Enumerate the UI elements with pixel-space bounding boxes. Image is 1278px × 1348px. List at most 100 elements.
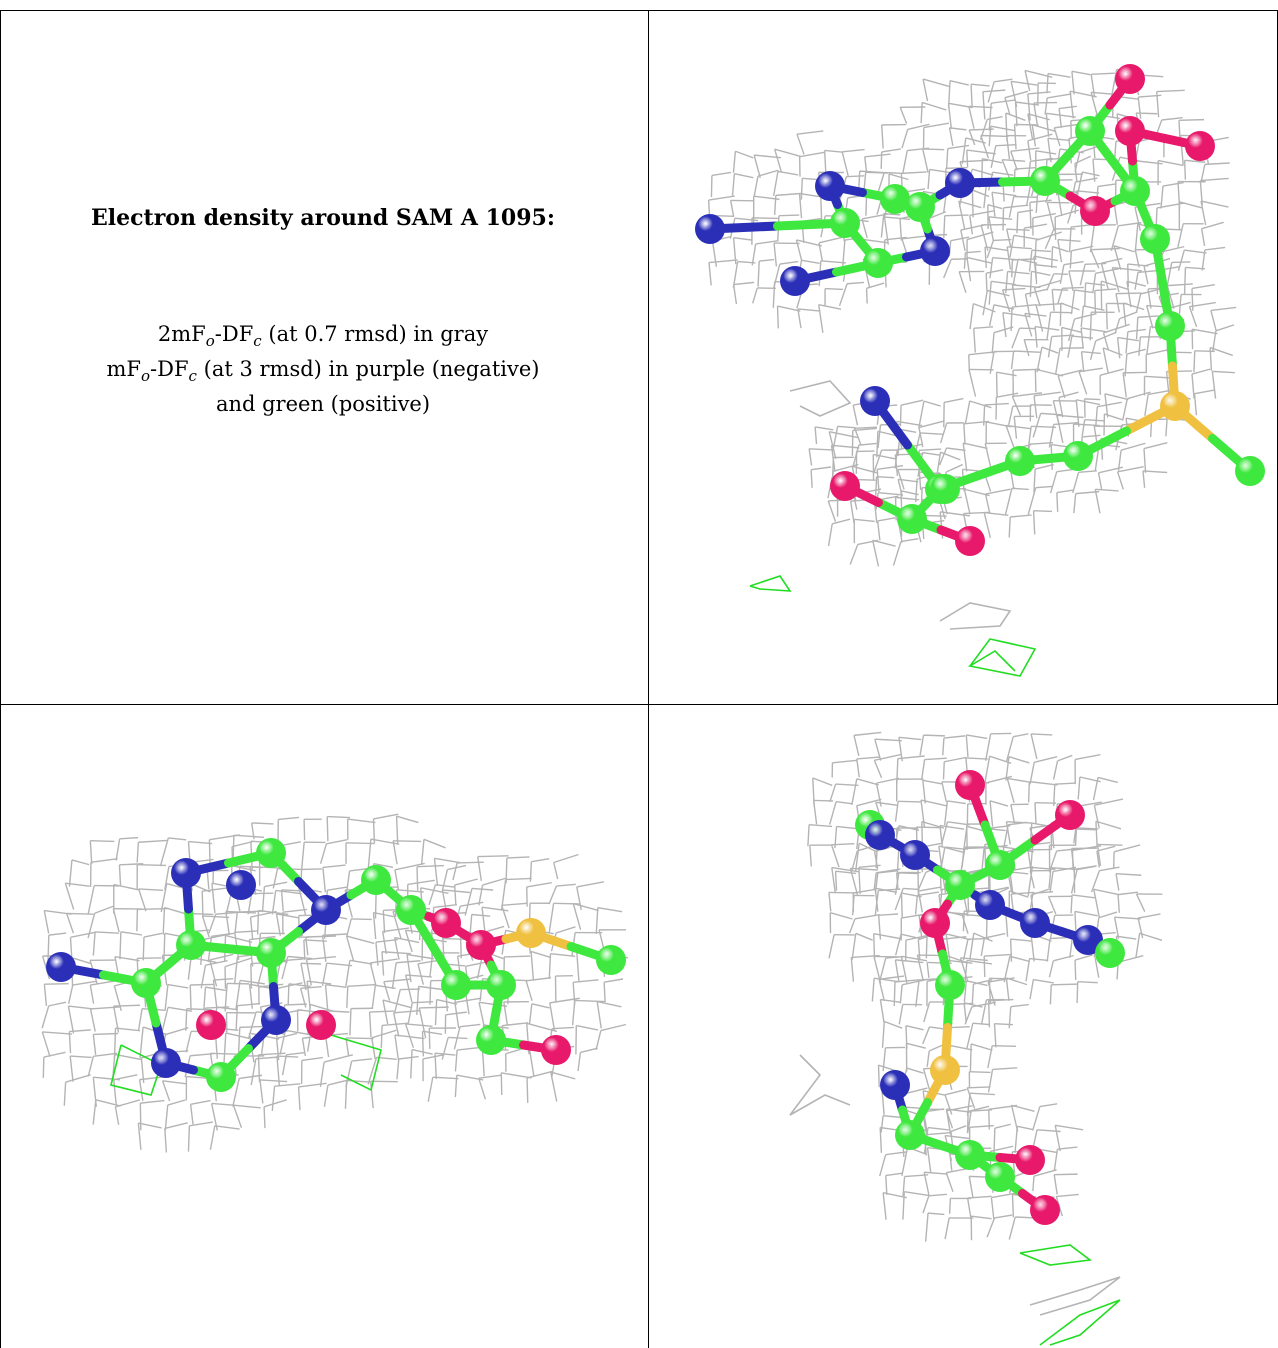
nitrogen-atom [261,1005,291,1035]
oxygen-atom [196,1010,226,1040]
density-view-3 [789,731,1163,1346]
carbon-atom [176,930,206,960]
table-border-top [0,10,1278,11]
carbon-atom [1155,311,1185,341]
oxygen-atom [920,908,950,938]
oxygen-atom [431,908,461,938]
oxygen-atom [955,526,985,556]
density-view-2 [41,813,629,1153]
carbon-atom [830,208,860,238]
carbon-atom [897,504,927,534]
molecule-atoms [46,838,626,1092]
oxygen-atom [1015,1145,1045,1175]
nitrogen-atom [945,168,975,198]
nitrogen-atom [151,1048,181,1078]
carbon-atom [441,970,471,1000]
table-border-left [0,10,1,1348]
nitrogen-atom [311,895,341,925]
table-divider-horizontal [0,704,1278,705]
carbon-atom [955,1140,985,1170]
carbon-atom [985,850,1015,880]
density-view-1 [695,64,1265,677]
oxygen-atom [306,1010,336,1040]
caption-line-fo-fc: mFo-DFc (at 3 rmsd) in purple (negative) [106,357,540,386]
carbon-atom [256,838,286,868]
density-view-bottom-right [650,705,1277,1348]
caption-title: Electron density around SAM A 1095: [91,205,555,231]
oxygen-atom [830,471,860,501]
carbon-atom [1005,446,1035,476]
oxygen-atom [541,1035,571,1065]
carbon-atom [596,945,626,975]
oxygen-atom [955,770,985,800]
carbon-atom [895,1120,925,1150]
nitrogen-atom [900,840,930,870]
carbon-atom [945,870,975,900]
nitrogen-atom [46,952,76,982]
carbon-atom [880,184,910,214]
caption-line-colors: and green (positive) [215,392,431,416]
nitrogen-atom [975,890,1005,920]
density-view-top-right [650,11,1277,703]
oxygen-atom [1055,800,1085,830]
sulfur-atom [1160,391,1190,421]
caption-line-2fo-fc: 2mFo-DFc (at 0.7 rmsd) in gray [157,322,489,351]
positive-difference-blob-2 [1039,1299,1121,1346]
carbon-atom [396,895,426,925]
gray-noise-blob [939,602,1012,630]
gray-noise-blob-2 [789,1054,851,1116]
carbon-atom [863,248,893,278]
carbon-atom [361,865,391,895]
oxygen-atom [1080,196,1110,226]
sulfur-atom [516,918,546,948]
molecule-atoms [695,64,1265,556]
oxygen-atom [1185,131,1215,161]
gray-noise-blob [1029,1276,1121,1316]
nitrogen-atom [815,171,845,201]
positive-difference-blob [110,1044,162,1096]
nitrogen-atom [880,1070,910,1100]
nitrogen-atom [865,820,895,850]
nitrogen-atom [1073,925,1103,955]
carbon-atom [1120,176,1150,206]
carbon-atom [1235,456,1265,486]
nitrogen-atom [780,266,810,296]
nitrogen-atom [920,236,950,266]
carbon-atom [206,1062,236,1092]
oxygen-atom [1115,116,1145,146]
oxygen-atom [1115,64,1145,94]
carbon-atom [256,938,286,968]
oxygen-atom [1030,1195,1060,1225]
carbon-atom [476,1025,506,1055]
positive-difference-blob-2 [967,638,1037,677]
sulfur-atom [930,1055,960,1085]
carbon-atom [935,970,965,1000]
positive-difference-blob [1019,1244,1093,1266]
carbon-atom [1063,441,1093,471]
nitrogen-atom [226,870,256,900]
nitrogen-atom [171,858,201,888]
carbon-atom [486,970,516,1000]
molecule-bonds [705,74,1255,546]
table-divider-vertical [648,10,649,1348]
positive-difference-blob-2 [330,1034,382,1092]
density-view-bottom-left [1,705,647,1348]
oxygen-atom [466,930,496,960]
positive-difference-blob [749,575,792,592]
gray-2fo-fc-mesh [707,68,1237,567]
carbon-atom [1140,224,1170,254]
gray-noise-blob-2 [789,380,852,417]
carbon-atom [1075,116,1105,146]
carbon-atom [131,968,161,998]
nitrogen-atom [860,386,890,416]
carbon-atom [905,192,935,222]
nitrogen-atom [1020,908,1050,938]
carbon-atom [1030,166,1060,196]
carbon-atom [930,474,960,504]
carbon-atom [1095,938,1125,968]
caption-cell: Electron density around SAM A 1095: 2mFo… [0,0,646,703]
nitrogen-atom [695,214,725,244]
carbon-atom [985,1162,1015,1192]
molecule-atoms [855,770,1125,1225]
